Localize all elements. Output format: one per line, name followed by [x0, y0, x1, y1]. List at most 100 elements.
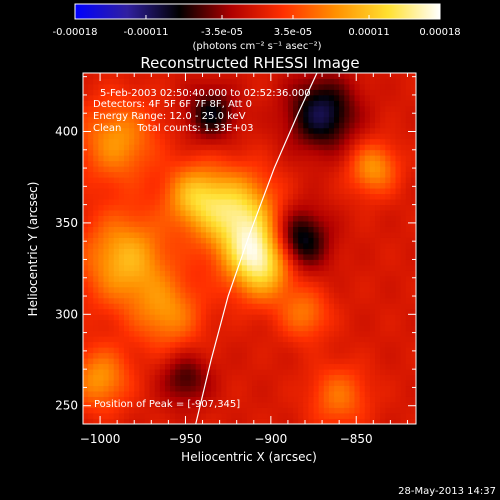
heatmap-cell: [323, 243, 330, 249]
heatmap-cell: [267, 166, 273, 173]
heatmap-cell: [375, 347, 381, 354]
heatmap-cell: [83, 336, 89, 343]
heatmap-cell: [308, 182, 314, 189]
heatmap-cell: [400, 281, 407, 288]
heatmap-cell: [277, 226, 284, 233]
heatmap-cell: [93, 144, 99, 151]
heatmap-cell: [267, 341, 273, 348]
heatmap-cell: [200, 308, 207, 315]
heatmap-cell: [175, 275, 181, 282]
heatmap-cell: [334, 243, 340, 249]
heatmap-cell: [108, 83, 115, 90]
heatmap-cell: [339, 292, 345, 299]
heatmap-cell: [226, 89, 232, 96]
heatmap-cell: [359, 177, 366, 184]
heatmap-cell: [98, 330, 104, 337]
heatmap-cell: [175, 297, 181, 304]
heatmap-cell: [103, 237, 110, 244]
heatmap-cell: [323, 418, 330, 424]
heatmap-cell: [282, 94, 289, 101]
heatmap-cell: [405, 138, 412, 145]
heatmap-cell: [277, 94, 284, 101]
heatmap-cell: [175, 237, 181, 244]
heatmap-cell: [395, 259, 402, 266]
heatmap-cell: [328, 385, 335, 392]
heatmap-cell: [98, 116, 104, 123]
heatmap-cell: [318, 275, 325, 282]
heatmap-cell: [190, 270, 197, 277]
heatmap-cell: [354, 319, 361, 326]
heatmap-cell: [190, 264, 197, 271]
heatmap-cell: [190, 253, 197, 260]
heatmap-cell: [144, 413, 150, 419]
heatmap-cell: [185, 319, 191, 326]
heatmap-cell: [216, 188, 222, 195]
heatmap-cell: [231, 226, 238, 233]
heatmap-cell: [246, 253, 253, 260]
heatmap-cell: [98, 210, 104, 216]
heatmap-cell: [267, 308, 273, 315]
heatmap-cell: [154, 232, 161, 238]
heatmap-cell: [400, 105, 407, 112]
colorbar-tick-label: 3.5e-05: [274, 27, 312, 38]
heatmap-cell: [236, 358, 243, 365]
heatmap-cell: [98, 418, 104, 424]
heatmap-cell: [113, 347, 120, 354]
heatmap-cell: [149, 270, 156, 277]
heatmap-cell: [185, 396, 191, 403]
heatmap-cell: [113, 155, 120, 162]
heatmap-cell: [180, 204, 186, 211]
heatmap-cell: [200, 270, 207, 277]
heatmap-cell: [226, 275, 232, 282]
heatmap-cell: [144, 171, 150, 178]
heatmap-cell: [282, 286, 289, 293]
heatmap-cell: [349, 138, 355, 145]
heatmap-cell: [180, 133, 186, 140]
heatmap-cell: [354, 122, 361, 129]
heatmap-cell: [257, 308, 263, 315]
heatmap-cell: [180, 155, 186, 162]
heatmap-cell: [395, 138, 402, 145]
heatmap-cell: [246, 292, 253, 299]
heatmap-cell: [98, 78, 104, 85]
heatmap-cell: [221, 78, 227, 85]
heatmap-cell: [241, 352, 248, 359]
heatmap-cell: [113, 133, 120, 140]
heatmap-cell: [246, 325, 253, 332]
heatmap-cell: [277, 177, 284, 184]
heatmap-cell: [344, 281, 350, 288]
heatmap-cell: [98, 341, 104, 348]
heatmap-cell: [328, 248, 335, 255]
heatmap-cell: [344, 94, 350, 101]
heatmap-cell: [144, 199, 150, 206]
heatmap-cell: [395, 341, 402, 348]
heatmap-cell: [108, 166, 115, 173]
heatmap-cell: [180, 73, 186, 79]
heatmap-cell: [175, 193, 181, 200]
heatmap-cell: [287, 253, 294, 260]
heatmap-cell: [113, 286, 120, 293]
heatmap-cell: [83, 259, 89, 266]
heatmap-cell: [385, 286, 391, 293]
heatmap-cell: [98, 83, 104, 90]
heatmap-cell: [149, 407, 156, 414]
heatmap-cell: [380, 319, 386, 326]
heatmap-cell: [221, 248, 227, 255]
heatmap-cell: [123, 413, 130, 419]
heatmap-cell: [262, 89, 268, 96]
heatmap-cell: [293, 391, 299, 397]
heatmap-cell: [236, 111, 243, 118]
heatmap-cell: [103, 253, 110, 260]
heatmap-cell: [216, 193, 222, 200]
heatmap-cell: [93, 111, 99, 118]
heatmap-cell: [349, 303, 355, 310]
heatmap-cell: [395, 89, 402, 96]
y-tick-label: 400: [55, 125, 78, 139]
heatmap-cell: [134, 160, 140, 167]
heatmap-cell: [380, 341, 386, 348]
heatmap-cell: [385, 204, 391, 211]
heatmap-cell: [262, 286, 268, 293]
heatmap-cell: [334, 413, 340, 419]
heatmap-cell: [241, 237, 248, 244]
heatmap-cell: [221, 138, 227, 145]
